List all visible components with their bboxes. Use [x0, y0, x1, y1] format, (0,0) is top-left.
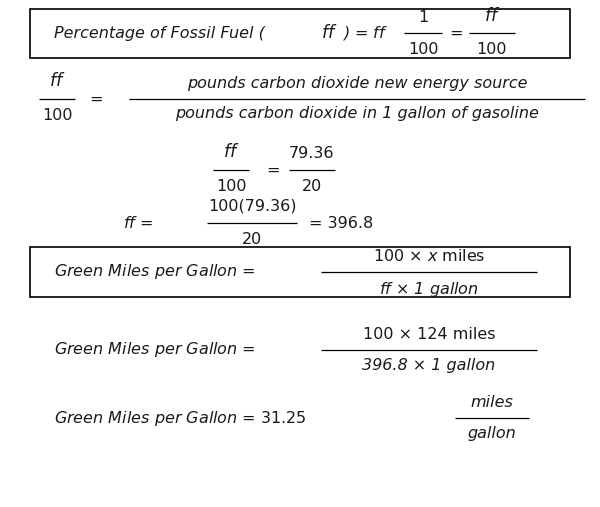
- Text: 79.36: 79.36: [289, 146, 335, 161]
- Text: = 396.8: = 396.8: [309, 215, 373, 231]
- Text: gallon: gallon: [467, 426, 517, 442]
- Text: 20: 20: [242, 232, 262, 247]
- Text: 100 × $\mathit{x}$ miles: 100 × $\mathit{x}$ miles: [373, 247, 485, 264]
- Text: pounds carbon dioxide new energy source: pounds carbon dioxide new energy source: [187, 76, 527, 91]
- Bar: [30, 247, 570, 297]
- Text: pounds carbon dioxide in 1 gallon of gasoline: pounds carbon dioxide in 1 gallon of gas…: [175, 106, 539, 122]
- Text: =: =: [89, 91, 103, 106]
- Text: 100: 100: [477, 42, 507, 57]
- Text: 1: 1: [418, 10, 428, 25]
- Text: =: =: [449, 26, 463, 41]
- Text: =: =: [266, 162, 280, 177]
- Text: 100(79.36): 100(79.36): [208, 199, 296, 214]
- Text: Percentage of Fossil Fuel (: Percentage of Fossil Fuel (: [54, 26, 265, 41]
- Text: ) = $\mathit{ff}$: ) = $\mathit{ff}$: [342, 24, 388, 43]
- Text: 396.8 × 1 gallon: 396.8 × 1 gallon: [362, 358, 496, 373]
- Text: $\mathit{Green\ Miles\ per\ Gallon}$ =: $\mathit{Green\ Miles\ per\ Gallon}$ =: [54, 340, 256, 359]
- Text: $\mathit{ff}$ =: $\mathit{ff}$ =: [123, 215, 153, 231]
- Text: $\mathit{ff}$ × 1 gallon: $\mathit{ff}$ × 1 gallon: [379, 280, 479, 299]
- Bar: [30, 9, 570, 58]
- Text: $\mathit{ff}$: $\mathit{ff}$: [223, 142, 239, 161]
- Text: 100: 100: [42, 108, 72, 123]
- Text: $\mathit{ff}$: $\mathit{ff}$: [484, 7, 500, 25]
- Text: 100: 100: [408, 42, 438, 57]
- Text: 100: 100: [216, 179, 246, 194]
- Text: 100 × 124 miles: 100 × 124 miles: [363, 327, 495, 342]
- Text: 20: 20: [302, 179, 322, 194]
- Text: $\mathit{ff}$: $\mathit{ff}$: [321, 24, 337, 43]
- Text: $\mathit{Green\ Miles\ per\ Gallon}$ = 31.25: $\mathit{Green\ Miles\ per\ Gallon}$ = 3…: [54, 409, 306, 428]
- Text: miles: miles: [470, 395, 514, 410]
- Text: $\mathit{Green\ Miles\ per\ Gallon}$ =: $\mathit{Green\ Miles\ per\ Gallon}$ =: [54, 262, 256, 281]
- Text: $\mathit{ff}$: $\mathit{ff}$: [49, 71, 65, 90]
